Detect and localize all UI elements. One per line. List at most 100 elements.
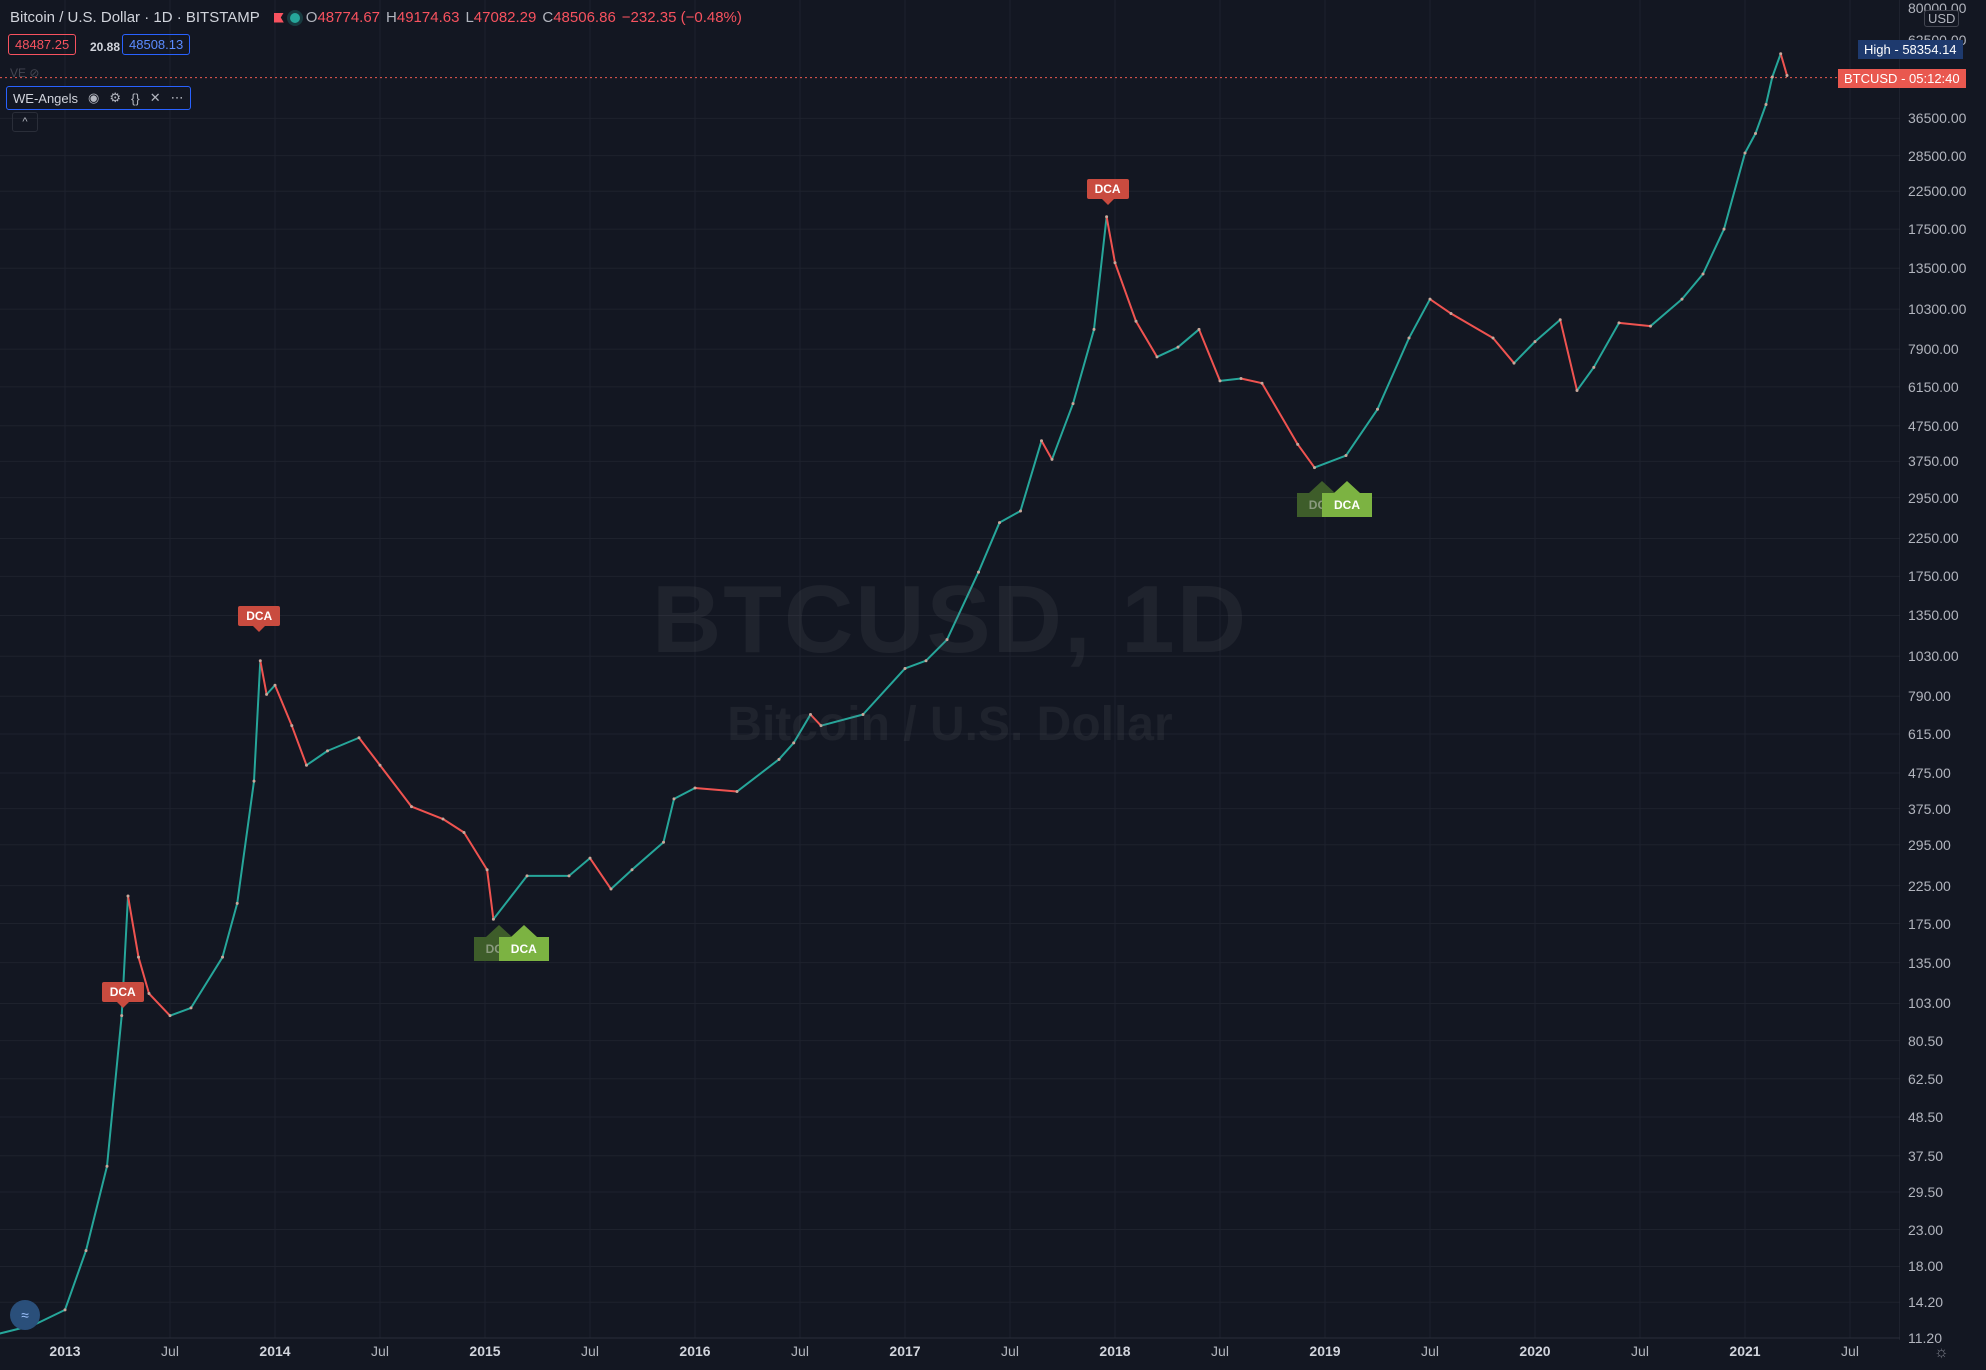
- price-segment: [1114, 261, 1137, 323]
- more-icon[interactable]: ⋯: [170, 90, 184, 105]
- price-segment: [1576, 366, 1595, 392]
- price-point: [252, 779, 256, 783]
- time-tick-label: Jul: [1631, 1343, 1649, 1359]
- price-point: [120, 1014, 124, 1018]
- braces-icon[interactable]: {}: [131, 90, 140, 106]
- currency-unit-button[interactable]: USD: [1924, 10, 1960, 27]
- price-tick-label: 1350.00: [1908, 607, 1959, 624]
- axis-settings-icon[interactable]: ☼: [1934, 1344, 1949, 1361]
- price-segment: [1592, 321, 1620, 369]
- price-segment: [1681, 272, 1704, 301]
- dca-sell-marker: DCA: [238, 605, 281, 632]
- price-segment: [925, 638, 948, 662]
- price-segment: [1051, 402, 1074, 461]
- price-point: [924, 659, 928, 663]
- market-status-icon[interactable]: [289, 12, 300, 23]
- time-tick-label: Jul: [1001, 1343, 1019, 1359]
- flag-icon[interactable]: [273, 12, 284, 23]
- price-point: [777, 757, 781, 761]
- price-segment: [977, 521, 1001, 574]
- price-segment: [792, 713, 812, 744]
- time-tick-label: 2013: [49, 1343, 81, 1359]
- price-tick-label: 103.00: [1908, 995, 1951, 1012]
- indicator-name[interactable]: WE-Angels: [13, 90, 79, 106]
- price-segment: [137, 956, 150, 995]
- sell-price-button[interactable]: 48487.25: [8, 34, 77, 55]
- price-segment: [1429, 298, 1452, 315]
- dca-buy-marker: DCA: [498, 925, 549, 962]
- price-tick-label: 790.00: [1908, 688, 1951, 705]
- collapse-legend-button[interactable]: ^: [12, 112, 38, 132]
- price-point: [630, 868, 634, 872]
- price-point: [1113, 261, 1117, 265]
- price-segment: [358, 736, 381, 767]
- price-point: [609, 887, 613, 891]
- close-value: 48506.86: [553, 9, 616, 26]
- price-point: [567, 874, 571, 878]
- price-segment: [631, 841, 665, 871]
- tradingview-logo-icon[interactable]: ≈: [10, 1300, 40, 1330]
- high-price-badge: High - 58354.14: [1858, 40, 1963, 59]
- price-point: [809, 713, 812, 717]
- price-point: [1779, 52, 1783, 56]
- dca-sell-marker: DCA: [1086, 178, 1129, 205]
- price-segment: [1177, 328, 1200, 349]
- price-segment: [253, 659, 262, 783]
- price-point: [1558, 318, 1562, 322]
- price-point: [1176, 345, 1180, 349]
- price-tick-label: 375.00: [1908, 800, 1951, 817]
- price-segment: [1019, 439, 1043, 512]
- watermark-name: Bitcoin / U.S. Dollar: [727, 698, 1173, 751]
- last-price-badge: BTCUSD - 05:12:40: [1838, 69, 1966, 88]
- symbol-title[interactable]: Bitcoin / U.S. Dollar · 1D · BITSTAMP: [10, 9, 260, 26]
- price-point: [1197, 327, 1201, 331]
- high-value: 49174.63: [396, 9, 460, 26]
- price-point: [1428, 297, 1432, 301]
- price-point: [221, 955, 224, 959]
- time-tick-label: Jul: [581, 1343, 599, 1359]
- price-point: [1722, 227, 1726, 231]
- buy-price-button[interactable]: 48508.13: [122, 34, 191, 55]
- price-segment: [1754, 103, 1767, 135]
- price-tick-label: 11.20: [1908, 1330, 1942, 1346]
- price-point: [1743, 151, 1747, 155]
- indicator-legend[interactable]: WE-Angels ◉ ⚙ {} ✕ ⋯: [6, 86, 191, 110]
- price-segment: [1072, 328, 1095, 405]
- price-segment: [486, 868, 495, 921]
- price-segment: [379, 764, 413, 808]
- price-chart[interactable]: [0, 0, 1900, 1340]
- price-segment: [265, 684, 276, 696]
- price-point: [485, 868, 489, 872]
- price-point: [326, 749, 329, 753]
- gear-icon[interactable]: ⚙: [109, 90, 122, 105]
- hidden-eye-icon[interactable]: ⊘: [29, 66, 40, 80]
- eye-icon[interactable]: ◉: [88, 90, 100, 105]
- price-point: [1260, 381, 1264, 385]
- price-segment: [148, 992, 171, 1017]
- price-point: [672, 797, 676, 801]
- price-point: [137, 955, 140, 959]
- close-icon[interactable]: ✕: [149, 90, 161, 105]
- price-segment: [862, 667, 906, 716]
- price-segment: [463, 831, 489, 871]
- price-point: [1239, 376, 1243, 380]
- price-point: [1575, 389, 1579, 393]
- price-point: [861, 713, 865, 717]
- ve-indicator-row[interactable]: VE ⊘: [10, 66, 39, 80]
- time-tick-label: Jul: [371, 1343, 389, 1359]
- price-segment: [1345, 408, 1379, 457]
- price-point: [662, 840, 665, 844]
- ve-label: VE: [10, 66, 27, 80]
- price-point: [290, 724, 294, 728]
- price-tick-label: 225.00: [1908, 877, 1951, 894]
- price-tick-label: 28500.00: [1908, 147, 1967, 164]
- price-tick-label: 48.50: [1908, 1109, 1944, 1125]
- price-point: [693, 786, 697, 790]
- symbol-badge-label: BTCUSD: [1844, 71, 1898, 86]
- watermark-symbol: BTCUSD, 1D: [651, 566, 1249, 673]
- price-point: [945, 638, 949, 642]
- price-point: [1592, 365, 1596, 369]
- price-point: [1019, 509, 1022, 513]
- price-segment: [1408, 298, 1431, 340]
- time-tick-label: 2014: [259, 1343, 291, 1359]
